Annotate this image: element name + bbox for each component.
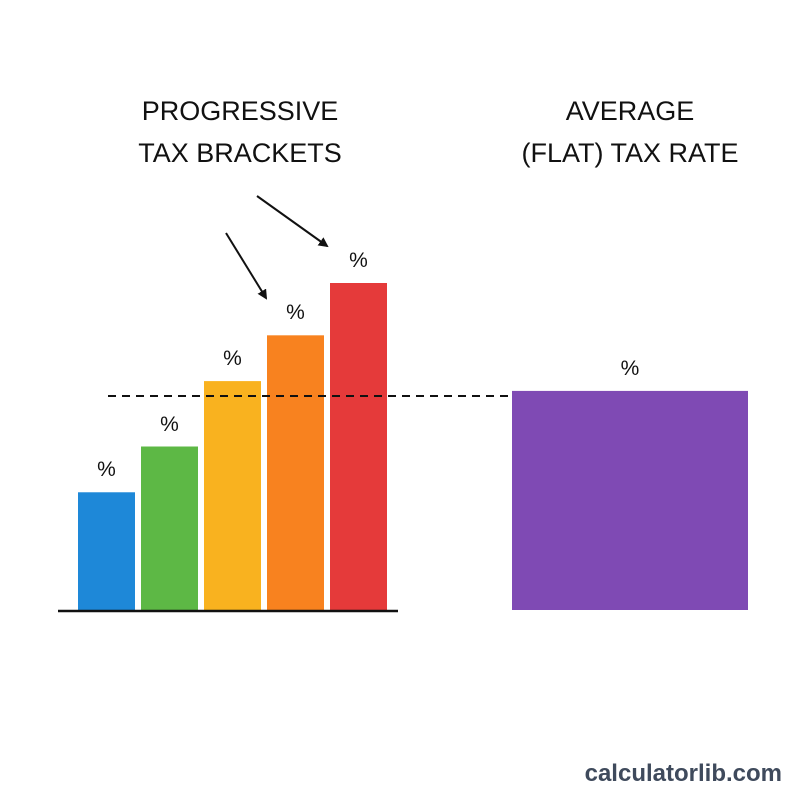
tax-bracket-bar-2-label: % [160, 412, 179, 436]
progressive-brackets-heading: PROGRESSIVE TAX BRACKETS [60, 90, 420, 174]
arrow-to-bracket-4 [225, 232, 268, 300]
tax-bracket-bar-3-label: % [223, 347, 242, 371]
tax-bracket-bar-4-label: % [286, 301, 305, 325]
arrow-to-bracket-5 [256, 195, 329, 248]
heading-line: TAX BRACKETS [138, 138, 342, 168]
flat-rate-bar [512, 390, 748, 610]
tax-bracket-bar-5 [330, 283, 387, 610]
tax-bracket-bar-5-label: % [349, 249, 368, 272]
heading-line: (FLAT) TAX RATE [521, 138, 739, 168]
flat-rate-heading: AVERAGE (FLAT) TAX RATE [480, 90, 780, 174]
tax-bracket-bar-1-label: % [97, 458, 116, 482]
watermark: calculatorlib.com [584, 760, 782, 787]
heading-line: PROGRESSIVE [141, 96, 339, 126]
tax-bracket-bar-4 [267, 335, 324, 610]
heading-line: AVERAGE [565, 96, 695, 126]
flat-rate-bar-label: % [620, 356, 640, 380]
tax-bracket-bar-1 [78, 492, 135, 610]
tax-bracket-bar-2 [141, 446, 198, 610]
tax-bracket-bar-3 [204, 381, 261, 610]
